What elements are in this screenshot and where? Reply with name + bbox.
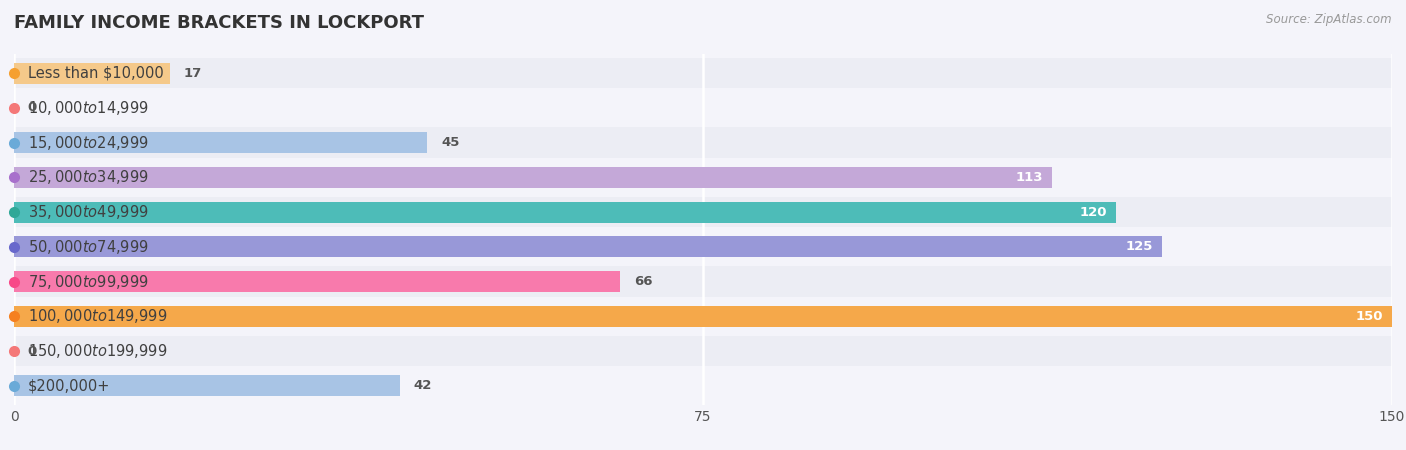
Bar [14, 271, 620, 292]
Bar [14, 132, 427, 153]
Bar [14, 306, 1392, 327]
Bar [14, 202, 1116, 223]
Text: $15,000 to $24,999: $15,000 to $24,999 [28, 134, 149, 152]
Text: 42: 42 [413, 379, 432, 392]
Bar [14, 336, 1392, 366]
Text: 120: 120 [1080, 206, 1107, 219]
Text: 17: 17 [184, 67, 202, 80]
Text: $100,000 to $149,999: $100,000 to $149,999 [28, 307, 167, 325]
Text: 45: 45 [441, 136, 460, 149]
Bar [14, 301, 1392, 332]
Bar [14, 58, 1392, 88]
Text: $75,000 to $99,999: $75,000 to $99,999 [28, 273, 149, 291]
Bar [14, 371, 1392, 401]
Text: 125: 125 [1126, 240, 1153, 253]
Text: $35,000 to $49,999: $35,000 to $49,999 [28, 203, 149, 221]
Bar [14, 167, 1052, 188]
Bar [14, 63, 170, 84]
Bar [14, 93, 1392, 123]
Text: $25,000 to $34,999: $25,000 to $34,999 [28, 168, 149, 186]
Bar [14, 266, 1392, 297]
Text: 66: 66 [634, 275, 652, 288]
Text: 0: 0 [28, 101, 37, 114]
Bar [14, 127, 1392, 158]
Text: $200,000+: $200,000+ [28, 378, 110, 393]
Text: 0: 0 [28, 345, 37, 358]
Text: FAMILY INCOME BRACKETS IN LOCKPORT: FAMILY INCOME BRACKETS IN LOCKPORT [14, 14, 425, 32]
Bar [14, 162, 1392, 193]
Text: 150: 150 [1355, 310, 1382, 323]
Text: Source: ZipAtlas.com: Source: ZipAtlas.com [1267, 14, 1392, 27]
Bar [14, 232, 1392, 262]
Bar [14, 375, 399, 396]
Text: $150,000 to $199,999: $150,000 to $199,999 [28, 342, 167, 360]
Bar [14, 236, 1163, 257]
Bar [14, 197, 1392, 227]
Text: $10,000 to $14,999: $10,000 to $14,999 [28, 99, 149, 117]
Text: $50,000 to $74,999: $50,000 to $74,999 [28, 238, 149, 256]
Text: Less than $10,000: Less than $10,000 [28, 66, 163, 81]
Text: 113: 113 [1015, 171, 1043, 184]
